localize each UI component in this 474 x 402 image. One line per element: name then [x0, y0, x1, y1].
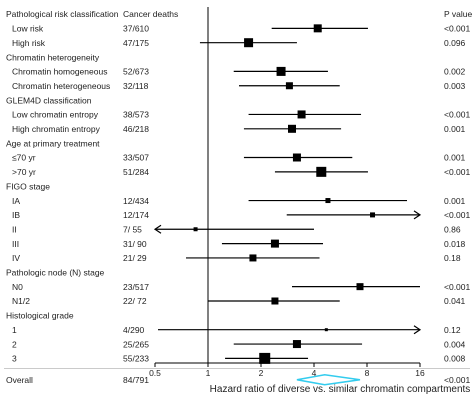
ci-arrow-right — [413, 325, 422, 335]
row-label: 1 — [12, 325, 17, 335]
hazard-ratio-marker — [292, 340, 301, 349]
p-value: 0.004 — [444, 339, 466, 349]
hazard-ratio-marker — [288, 124, 297, 133]
row-label: 2 — [12, 339, 17, 349]
hazard-ratio-marker — [271, 297, 279, 305]
hazard-ratio-marker — [285, 82, 293, 90]
deaths-value: 51/284 — [123, 167, 149, 177]
row-label: IV — [12, 253, 20, 263]
deaths-value: 46/218 — [123, 124, 149, 134]
row-label: Chromatin heterogeneous — [12, 81, 110, 91]
group-label: Pathologic node (N) stage — [6, 268, 105, 278]
ci-arrow-right — [413, 210, 422, 220]
p-value: <0.001 — [444, 167, 471, 177]
deaths-value: 52/673 — [123, 67, 149, 77]
p-value: 0.018 — [444, 239, 466, 249]
x-tick-label: 16 — [415, 368, 425, 378]
deaths-value: 32/118 — [123, 81, 149, 91]
deaths-value: 55/233 — [123, 354, 149, 364]
group-label: Histological grade — [6, 311, 74, 321]
p-value: 0.001 — [444, 196, 466, 206]
x-tick-label: 1 — [206, 368, 211, 378]
hazard-ratio-marker — [193, 227, 198, 232]
hazard-ratio-marker — [276, 66, 286, 76]
row-label: Low risk — [12, 24, 44, 34]
x-axis-label: Hazard ratio of diverse vs. similar chro… — [210, 384, 471, 395]
x-tick-label: 2 — [259, 368, 264, 378]
group-label: Age at primary treatment — [6, 138, 100, 148]
p-value: 0.096 — [444, 38, 466, 48]
row-label: 3 — [12, 354, 17, 364]
p-value: 0.12 — [444, 325, 461, 335]
x-tick-label: 0.5 — [149, 368, 161, 378]
hazard-ratio-marker — [297, 110, 306, 119]
p-value: <0.001 — [444, 110, 471, 120]
deaths-value: 23/517 — [123, 282, 149, 292]
p-value-column-header: P value — [444, 9, 472, 19]
p-value: 0.86 — [444, 224, 461, 234]
deaths-value: 4/290 — [123, 325, 145, 335]
row-label: N1/2 — [12, 296, 30, 306]
overall-diamond — [296, 373, 361, 386]
row-label: High chromatin entropy — [12, 124, 101, 134]
row-label: ≤70 yr — [12, 153, 36, 163]
x-tick-label: 4 — [312, 368, 317, 378]
deaths-value: 38/573 — [123, 110, 149, 120]
deaths-value: 12/434 — [123, 196, 149, 206]
overall-label: Overall — [6, 375, 33, 385]
deaths-value: 7/ 55 — [123, 224, 142, 234]
hazard-ratio-marker — [249, 254, 257, 262]
deaths-value: 37/610 — [123, 24, 149, 34]
p-value: <0.001 — [444, 375, 471, 385]
group-label: FIGO stage — [6, 181, 50, 191]
hazard-ratio-marker — [316, 166, 327, 177]
deaths-value: 21/ 29 — [123, 253, 147, 263]
hazard-ratio-marker — [244, 38, 254, 48]
hazard-ratio-marker — [313, 24, 322, 33]
hazard-ratio-marker — [325, 198, 331, 204]
deaths-value: 84/791 — [123, 375, 149, 385]
p-value: 0.002 — [444, 67, 466, 77]
row-label: IA — [12, 196, 20, 206]
p-value: 0.18 — [444, 253, 461, 263]
p-value: 0.041 — [444, 296, 466, 306]
p-value: <0.001 — [444, 282, 471, 292]
row-label: High risk — [12, 38, 46, 48]
p-value: 0.003 — [444, 81, 466, 91]
deaths-value: 25/265 — [123, 339, 149, 349]
ci-arrow-left — [153, 224, 162, 234]
deaths-value: 22/ 72 — [123, 296, 147, 306]
p-value: 0.008 — [444, 354, 466, 364]
row-label: Chromatin homogeneous — [12, 67, 107, 77]
row-label: N0 — [12, 282, 23, 292]
hazard-ratio-marker — [370, 212, 376, 218]
group-label: Pathological risk classification — [6, 9, 119, 19]
p-value: <0.001 — [444, 24, 471, 34]
hazard-ratio-marker — [270, 239, 279, 248]
deaths-value: 33/507 — [123, 153, 149, 163]
p-value: 0.001 — [444, 124, 466, 134]
hazard-ratio-marker — [356, 283, 364, 291]
row-label: Low chromatin entropy — [12, 110, 99, 120]
hazard-ratio-marker — [292, 153, 301, 162]
deaths-value: 12/174 — [123, 210, 149, 220]
group-label: GLEM4D classification — [6, 95, 92, 105]
row-label: III — [12, 239, 19, 249]
row-label: IB — [12, 210, 20, 220]
p-value: <0.001 — [444, 210, 471, 220]
deaths-value: 31/ 90 — [123, 239, 147, 249]
deaths-column-header: Cancer deaths — [123, 9, 178, 19]
row-label: >70 yr — [12, 167, 36, 177]
deaths-value: 47/175 — [123, 38, 149, 48]
row-label: II — [12, 224, 17, 234]
x-tick-label: 8 — [365, 368, 370, 378]
group-label: Chromatin heterogeneity — [6, 52, 100, 62]
p-value: 0.001 — [444, 153, 466, 163]
hazard-ratio-marker — [324, 328, 328, 332]
hazard-ratio-marker — [259, 352, 271, 364]
